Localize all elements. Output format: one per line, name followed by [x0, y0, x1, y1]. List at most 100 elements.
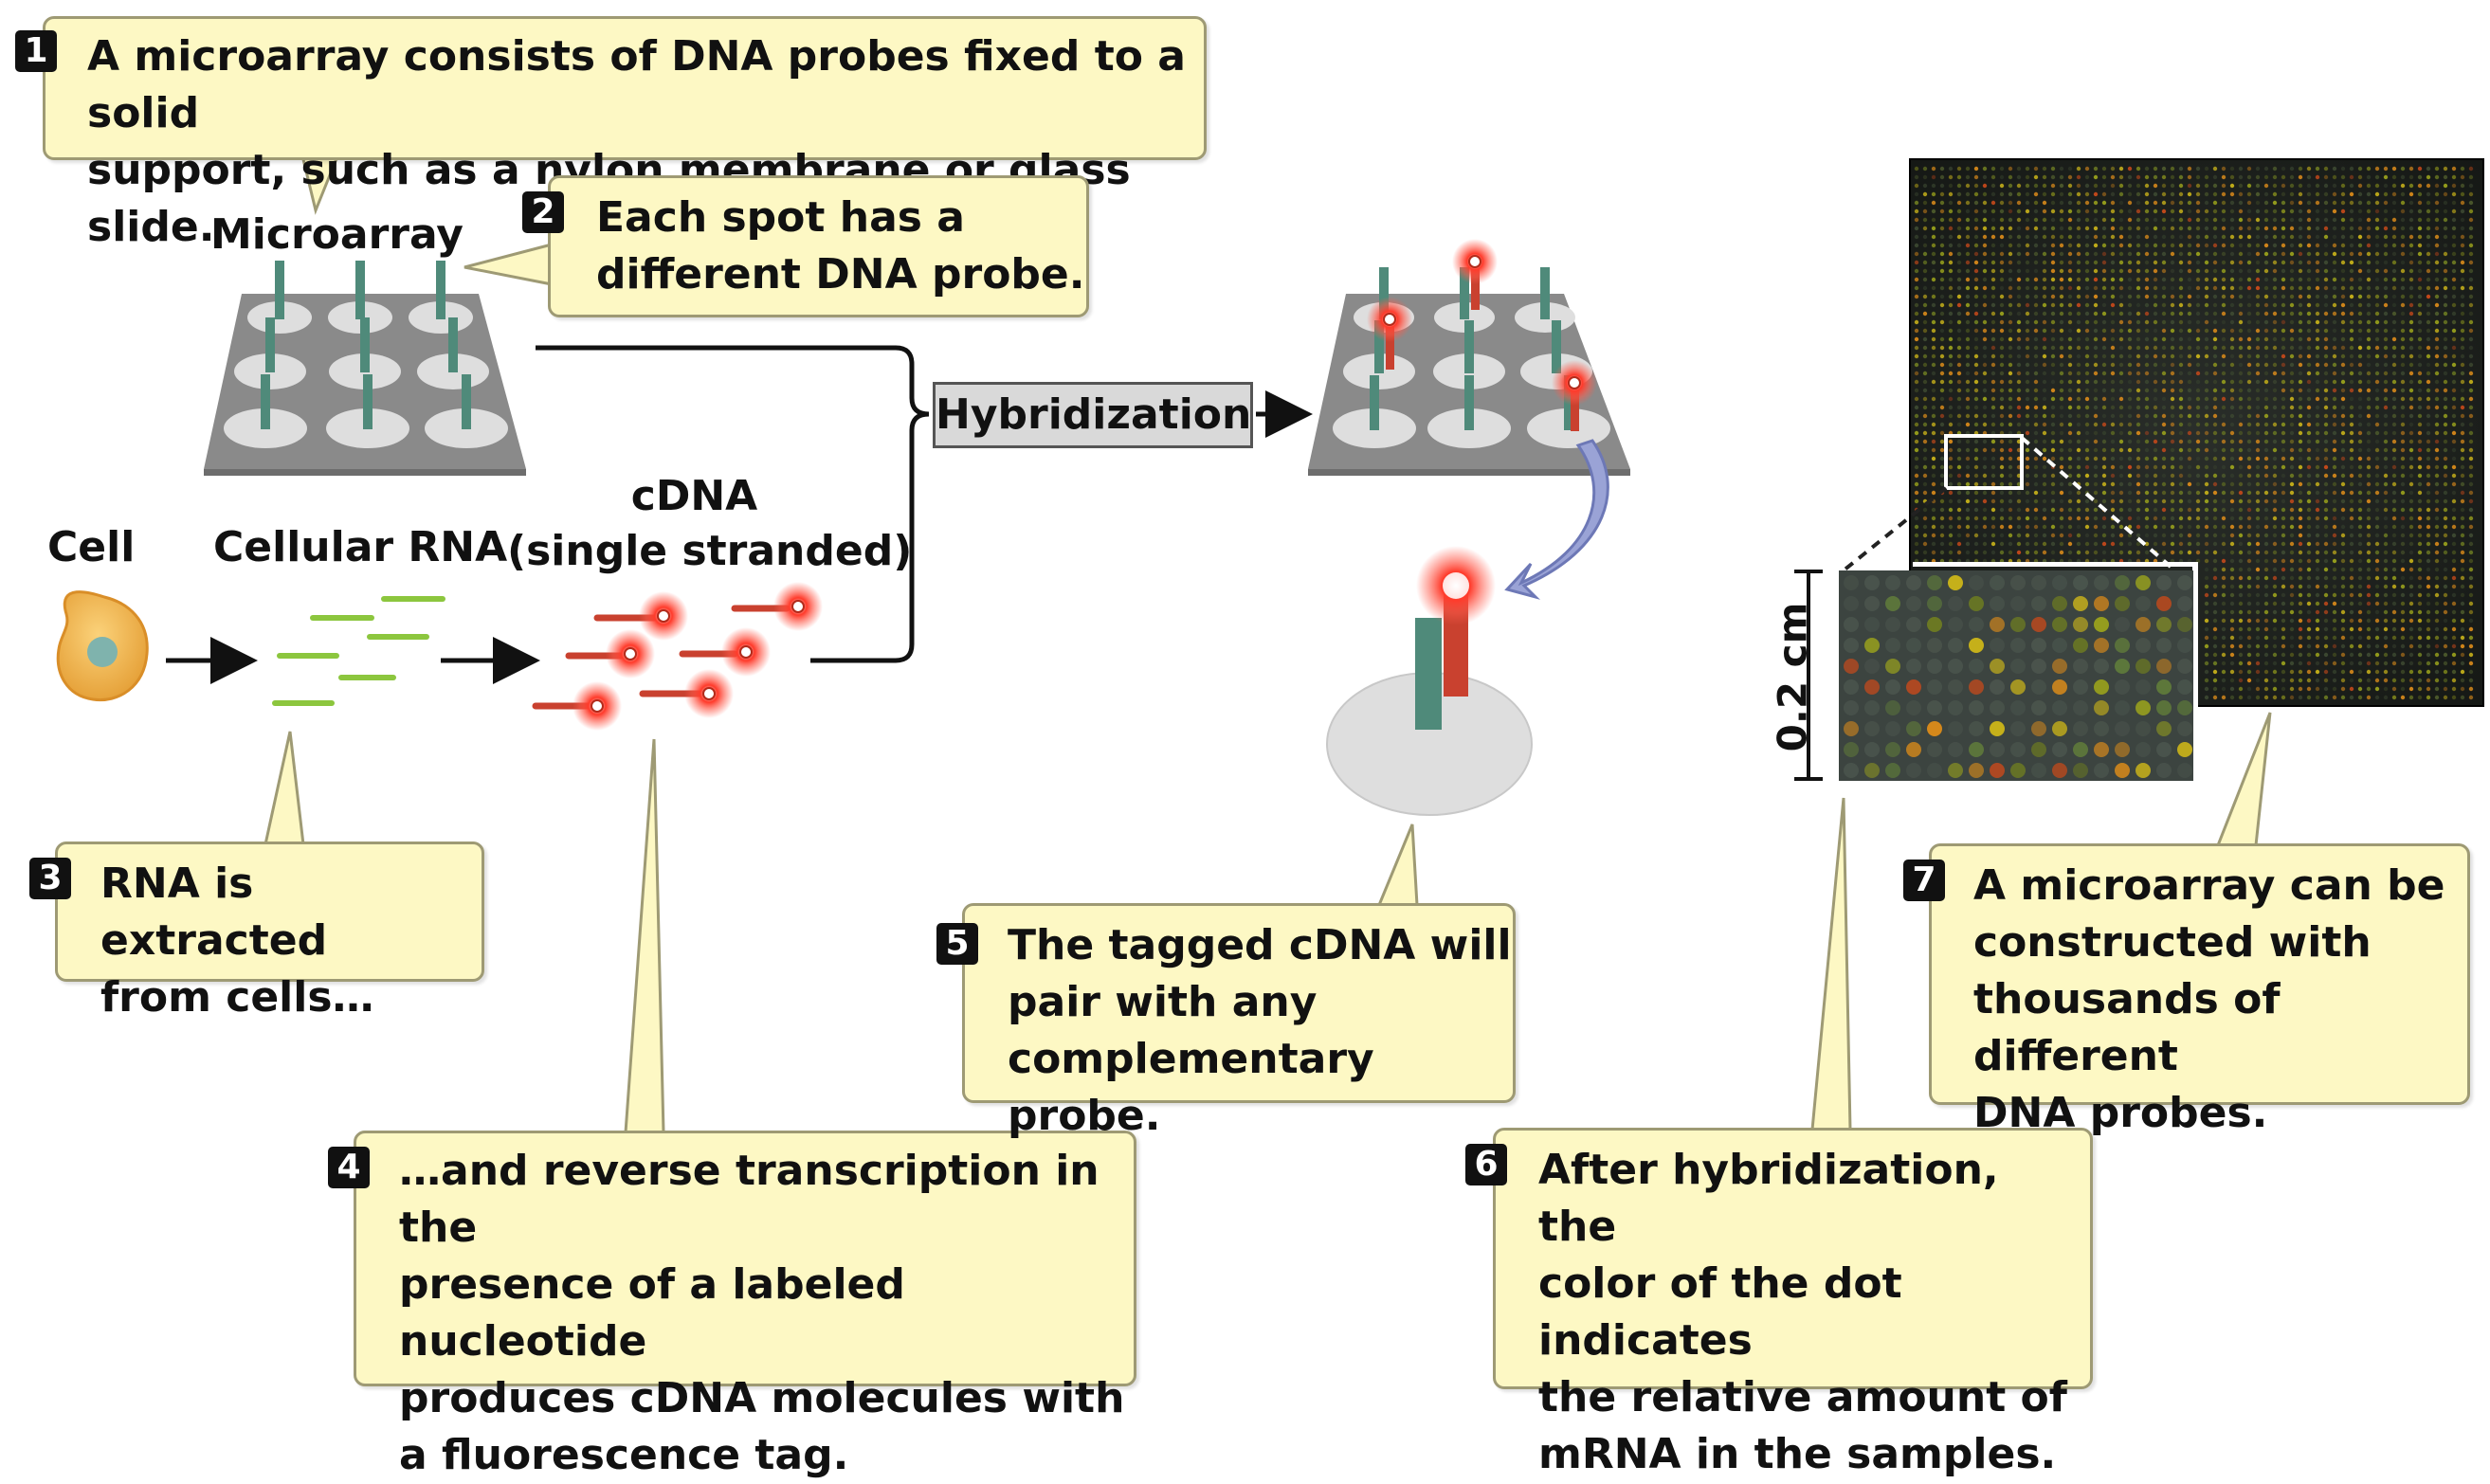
array-dot	[1931, 251, 1936, 257]
array-dot	[2076, 166, 2081, 172]
array-dot	[2323, 362, 2329, 368]
array-dot	[2272, 353, 2278, 359]
array-dot	[2033, 294, 2039, 299]
array-dot	[2272, 439, 2278, 444]
array-dot	[1982, 183, 1988, 189]
array-dot	[2426, 234, 2431, 240]
array-dot	[2298, 243, 2303, 248]
array-dot	[2076, 174, 2081, 180]
inset-dot	[2010, 596, 2026, 611]
array-dot	[2229, 294, 2235, 299]
array-dot	[2229, 430, 2235, 436]
array-dot	[2417, 618, 2423, 624]
array-dot	[2153, 226, 2158, 231]
caption-6-line2: color of the dot indicates	[1538, 1259, 1902, 1365]
inset-dot	[2094, 742, 2109, 757]
array-dot	[1939, 456, 1945, 461]
array-dot	[2238, 294, 2244, 299]
array-dot	[2443, 601, 2448, 606]
array-dot	[2170, 166, 2175, 172]
array-dot	[2025, 336, 2030, 342]
array-dot	[2229, 558, 2235, 564]
array-dot	[1914, 498, 1919, 504]
array-dot	[2016, 251, 2022, 257]
array-dot	[2178, 166, 2184, 172]
array-dot	[2212, 567, 2218, 572]
array-dot	[2195, 319, 2201, 325]
array-dot	[2332, 669, 2337, 675]
array-dot	[2221, 328, 2226, 334]
array-dot	[2161, 396, 2167, 402]
array-dot	[2434, 481, 2440, 487]
inset-dot	[1948, 617, 1963, 632]
array-dot	[2315, 353, 2320, 359]
array-dot	[2451, 405, 2457, 410]
array-dot	[2332, 413, 2337, 419]
array-dot	[2195, 524, 2201, 530]
array-dot	[2076, 439, 2081, 444]
array-dot	[2443, 626, 2448, 632]
array-dot	[2298, 191, 2303, 197]
array-dot	[2340, 413, 2346, 419]
array-dot	[2315, 635, 2320, 641]
array-dot	[2315, 319, 2320, 325]
array-dot	[2468, 217, 2474, 223]
array-dot	[2340, 362, 2346, 368]
array-dot	[2400, 277, 2406, 282]
array-dot	[2400, 618, 2406, 624]
array-dot	[1922, 336, 1928, 342]
array-dot	[1914, 371, 1919, 376]
caption-6-line1: After hybridization, the	[1538, 1146, 1999, 1251]
array-dot	[2059, 379, 2064, 385]
array-dot	[2281, 226, 2286, 231]
array-dot	[2042, 550, 2047, 555]
array-dot	[1982, 243, 1988, 248]
array-dot	[1922, 464, 1928, 470]
array-dot	[2383, 243, 2389, 248]
array-dot	[2110, 277, 2116, 282]
array-dot	[2263, 575, 2269, 581]
array-dot	[2042, 481, 2047, 487]
array-dot	[2187, 166, 2192, 172]
array-dot	[2400, 345, 2406, 351]
array-dot	[2417, 243, 2423, 248]
array-dot	[2170, 183, 2175, 189]
array-dot	[2204, 516, 2209, 521]
array-dot	[2204, 234, 2209, 240]
array-dot	[2144, 490, 2150, 496]
array-dot	[2025, 217, 2030, 223]
array-dot	[2101, 447, 2107, 453]
array-dot	[1948, 191, 1954, 197]
array-dot	[2263, 533, 2269, 538]
array-dot	[2460, 353, 2465, 359]
array-dot	[2127, 507, 2133, 513]
array-dot	[2451, 618, 2457, 624]
array-dot	[2136, 379, 2141, 385]
array-dot	[2067, 533, 2073, 538]
array-dot	[2170, 430, 2175, 436]
array-dot	[2221, 601, 2226, 606]
array-dot	[2084, 166, 2090, 172]
array-dot	[1939, 388, 1945, 393]
array-dot	[2008, 183, 2013, 189]
array-dot	[2033, 260, 2039, 265]
array-dot	[2238, 345, 2244, 351]
array-dot	[2272, 584, 2278, 589]
array-dot	[2340, 558, 2346, 564]
array-dot	[2306, 285, 2312, 291]
array-dot	[2136, 353, 2141, 359]
array-dot	[2443, 336, 2448, 342]
array-dot	[1956, 524, 1962, 530]
array-dot	[1931, 464, 1936, 470]
array-dot	[2460, 362, 2465, 368]
inset-dot	[1885, 617, 1900, 632]
array-dot	[2187, 302, 2192, 308]
array-dot	[2340, 430, 2346, 436]
array-dot	[2323, 550, 2329, 555]
array-dot	[2204, 447, 2209, 453]
array-dot	[2050, 473, 2056, 479]
array-dot	[2229, 328, 2235, 334]
caption-5-line3: complementary probe.	[1008, 1035, 1374, 1140]
array-dot	[2238, 643, 2244, 649]
inset-dot	[1927, 763, 1942, 778]
